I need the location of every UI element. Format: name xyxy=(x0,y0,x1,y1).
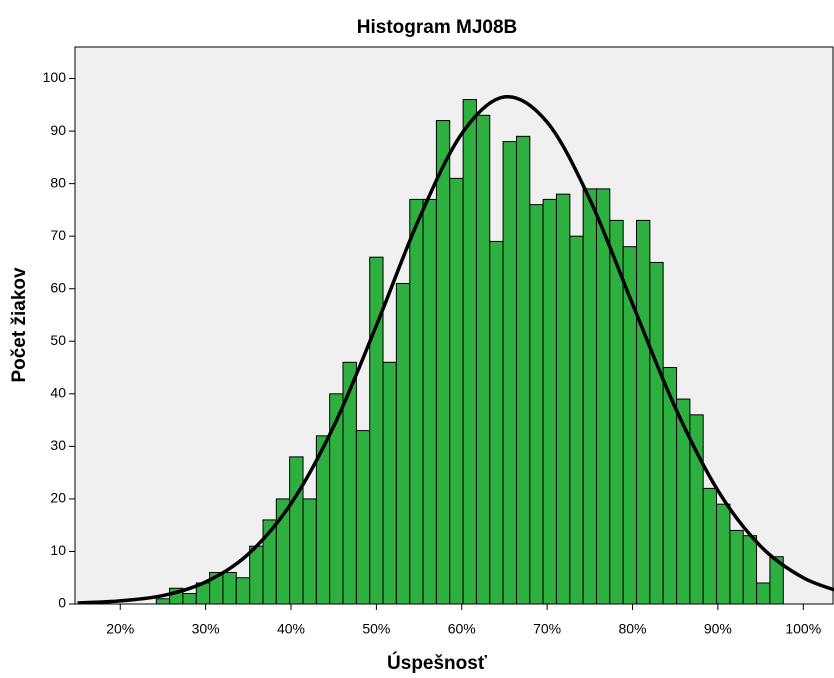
y-tick-label: 50 xyxy=(50,332,66,348)
x-axis-label: Úspešnosť xyxy=(387,652,488,674)
x-tick-label: 60% xyxy=(448,621,476,637)
x-tick-label: 20% xyxy=(106,621,134,637)
bar xyxy=(315,435,331,605)
bar xyxy=(555,193,571,605)
y-tick-label: 60 xyxy=(50,279,66,295)
bar xyxy=(182,592,197,605)
bar xyxy=(502,141,517,605)
y-tick-label: 70 xyxy=(50,227,66,243)
y-tick-label: 20 xyxy=(50,490,66,506)
bar xyxy=(529,204,544,605)
bar xyxy=(235,577,251,605)
y-tick-label: 100 xyxy=(43,69,67,85)
bar xyxy=(395,282,411,605)
bar xyxy=(636,219,651,605)
bar xyxy=(155,598,171,605)
y-tick-label: 30 xyxy=(50,437,66,453)
y-tick-label: 10 xyxy=(50,542,66,558)
y-tick-label: 40 xyxy=(50,385,66,401)
bar xyxy=(729,529,744,605)
bar xyxy=(222,571,237,605)
y-tick-label: 0 xyxy=(58,595,66,611)
bar xyxy=(289,456,304,605)
bar xyxy=(302,498,317,605)
bar xyxy=(515,135,531,605)
bar xyxy=(422,198,437,605)
x-tick-label: 40% xyxy=(277,621,305,637)
y-tick-label: 80 xyxy=(50,174,66,190)
bar xyxy=(449,177,464,605)
bar xyxy=(569,235,584,605)
x-tick-label: 50% xyxy=(362,621,390,637)
x-tick-label: 90% xyxy=(704,621,732,637)
x-tick-label: 100% xyxy=(785,621,821,637)
bar xyxy=(489,240,504,605)
bar xyxy=(329,393,344,605)
y-axis-label: Počet žiakov xyxy=(9,267,30,383)
bar xyxy=(462,99,477,605)
chart-title: Histogram MJ08B xyxy=(357,17,518,38)
bar xyxy=(702,487,718,605)
normal-curve xyxy=(77,95,834,604)
x-tick-label: 70% xyxy=(533,621,561,637)
x-tick-label: 80% xyxy=(618,621,646,637)
bar xyxy=(595,188,611,605)
bar xyxy=(649,261,664,605)
bar xyxy=(475,114,491,605)
bar xyxy=(542,198,557,605)
y-tick-label: 90 xyxy=(50,122,66,138)
bar xyxy=(249,545,264,605)
x-tick-label: 30% xyxy=(192,621,220,637)
bar xyxy=(676,398,691,605)
bar xyxy=(742,535,758,605)
bar xyxy=(582,188,597,605)
bar xyxy=(769,556,784,605)
bar xyxy=(382,361,397,605)
bar xyxy=(355,430,371,605)
bar xyxy=(716,503,731,605)
bar xyxy=(435,120,451,605)
bar xyxy=(409,198,424,605)
bar xyxy=(756,582,771,605)
